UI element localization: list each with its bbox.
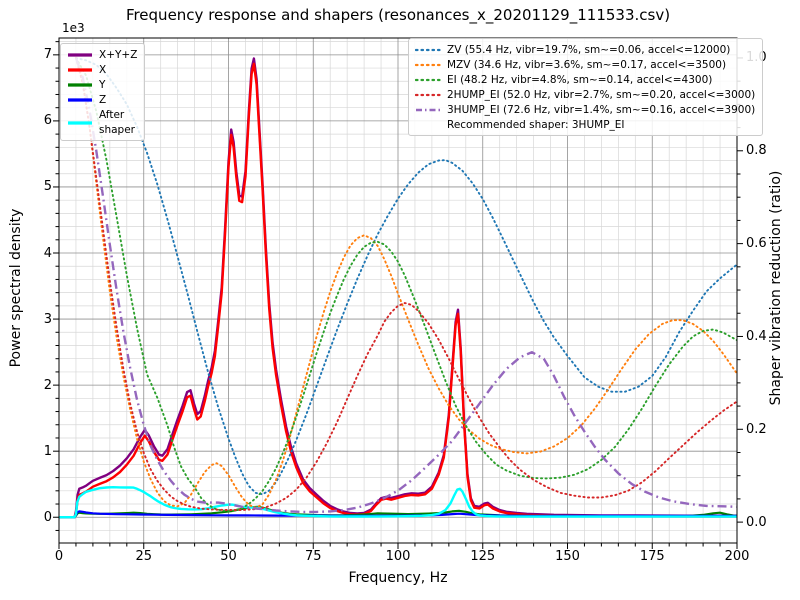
legend-swatch-xyz-line: [68, 53, 92, 58]
x-tick-label: 75: [304, 549, 322, 564]
psd-legend: X+Y+Z X Y Z After shaper: [60, 43, 146, 142]
series-ei: [75, 57, 737, 512]
series-mzv: [75, 57, 737, 509]
legend-swatch-2hump-ei-line: [415, 94, 441, 97]
y-left-tick-label: 4: [43, 245, 52, 261]
legend-label: After shaper: [99, 108, 136, 136]
legend-item-ei: EI (48.2 Hz, vibr=4.8%, sm~=0.14, accel<…: [415, 73, 755, 88]
y-right-tick-label: 0.6: [746, 236, 767, 252]
legend-label: 3HUMP_EI (72.6 Hz, vibr=1.4%, sm~=0.16, …: [447, 103, 756, 116]
legend-label: ZV (55.4 Hz, vibr=19.7%, sm~=0.06, accel…: [447, 44, 731, 56]
legend-swatch-x-line: [68, 68, 92, 72]
series-group: [59, 57, 737, 519]
y-right-tick-label: 0.4: [746, 328, 767, 344]
series-3hump-ei: [74, 57, 737, 514]
legend-label: X+Y+Z: [99, 49, 138, 61]
series-zv: [75, 57, 737, 496]
legend-item-2hump-ei: 2HUMP_EI (52.0 Hz, vibr=2.7%, sm~=0.20, …: [415, 88, 755, 103]
series-2hump-ei: [75, 57, 737, 511]
y-left-tick-label: 2: [43, 377, 52, 393]
legend-swatch-ei-line: [415, 79, 441, 82]
x-tick-label: 175: [639, 549, 665, 564]
y-left-tick-label: 7: [43, 47, 52, 63]
legend-label: EI (48.2 Hz, vibr=4.8%, sm~=0.14, accel<…: [447, 73, 713, 86]
tick-marks: [53, 41, 743, 549]
chart-title: Frequency response and shapers (resonanc…: [125, 6, 671, 24]
legend-swatch-y-line: [68, 83, 92, 87]
series-after-shaper: [59, 486, 737, 519]
legend-item-xyz: X+Y+Z: [67, 48, 137, 63]
y-right-tick-label: 0.0: [746, 514, 767, 530]
legend-item-recommended-shaper: Recommended shaper: 3HUMP_EI: [415, 118, 755, 133]
y-left-tick-label: 0: [43, 509, 52, 525]
y-right-tick-label: 0.2: [746, 421, 767, 437]
legend-swatch-3hump-ei-line: [416, 108, 440, 112]
y-right-tick-label: 0.8: [746, 143, 767, 159]
x-tick-label: 100: [385, 549, 411, 564]
series-x: [59, 62, 737, 519]
legend-swatch-mzv-line: [415, 64, 441, 67]
legend-item-y: Y: [67, 78, 137, 93]
x-tick-label: 25: [135, 549, 153, 564]
legend-item-zv: ZV (55.4 Hz, vibr=19.7%, sm~=0.06, accel…: [415, 43, 755, 58]
legend-swatch-zv-line: [415, 49, 441, 52]
y-axis-label-right: Shaper vibration reduction (ratio): [768, 170, 784, 406]
x-tick-label: 0: [54, 549, 64, 564]
legend-label: Z: [99, 93, 107, 106]
legend-item-x: X: [67, 63, 137, 78]
y-left-tick-label: 6: [43, 113, 52, 129]
legend-label: MZV (34.6 Hz, vibr=3.6%, sm~=0.17, accel…: [447, 58, 727, 71]
x-tick-label: 50: [220, 549, 237, 564]
y-left-tick-label: 5: [43, 179, 52, 195]
legend-label: 2HUMP_EI (52.0 Hz, vibr=2.7%, sm~=0.20, …: [447, 88, 756, 101]
legend-item-after-shaper: After shaper: [67, 108, 137, 138]
x-tick-label: 125: [470, 549, 496, 564]
legend-item-z: Z: [67, 93, 137, 108]
y-axis-offset-text: 1e3: [62, 21, 85, 35]
legend-item-3hump-ei: 3HUMP_EI (72.6 Hz, vibr=1.4%, sm~=0.16, …: [415, 103, 755, 118]
y-left-tick-label: 1: [43, 443, 52, 459]
legend-swatch-after-shaper-line: [68, 120, 92, 125]
recommended-shaper-note: Recommended shaper: 3HUMP_EI: [447, 118, 625, 131]
x-tick-label: 150: [555, 549, 580, 564]
y-left-tick-label: 3: [43, 311, 52, 327]
shaper-legend: ZV (55.4 Hz, vibr=19.7%, sm~=0.06, accel…: [408, 38, 764, 137]
legend-label: X: [99, 63, 107, 76]
legend-swatch-z-line: [68, 98, 92, 102]
y-axis-label-left: Power spectral density: [8, 208, 24, 368]
x-tick-label: 200: [724, 549, 750, 564]
legend-label: Y: [99, 78, 106, 91]
x-axis-label: Frequency, Hz: [348, 570, 448, 586]
legend-item-mzv: MZV (34.6 Hz, vibr=3.6%, sm~=0.17, accel…: [415, 58, 755, 73]
